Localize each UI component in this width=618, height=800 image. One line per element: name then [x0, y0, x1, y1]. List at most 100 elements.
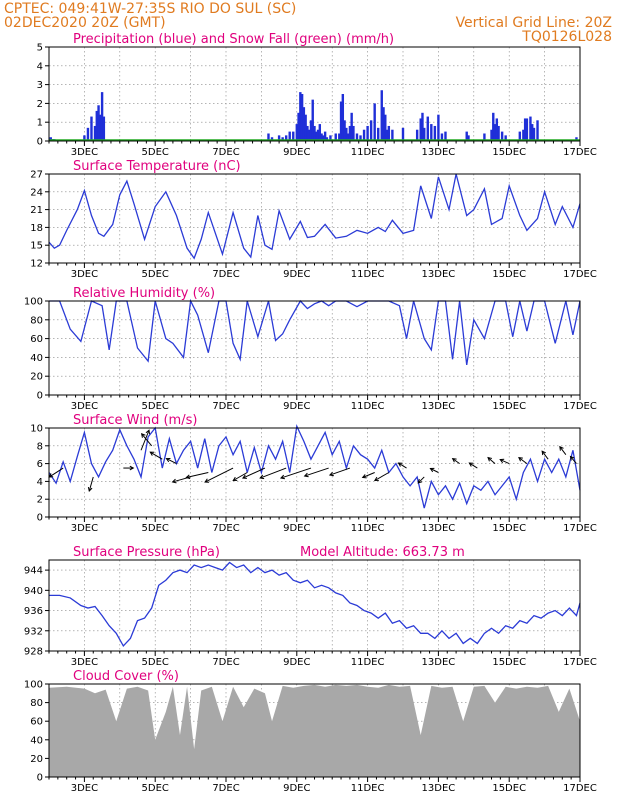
- header-vertical-grid: Vertical Grid Line: 20Z: [456, 15, 612, 31]
- precip-bar: [297, 112, 300, 141]
- wind-line: [48, 424, 581, 509]
- x-tick-label: 13DEC: [422, 401, 456, 412]
- y-tick-label: 0: [37, 391, 43, 402]
- x-tick-label: 9DEC: [283, 269, 310, 280]
- y-tick-label: 60: [30, 334, 43, 345]
- y-tick-label: 18: [30, 223, 43, 234]
- precip-bar: [523, 118, 527, 141]
- wind-vector: [185, 472, 209, 480]
- precip-bar: [495, 118, 499, 141]
- y-tick-label: 2: [37, 99, 43, 110]
- precip-bar: [302, 107, 306, 141]
- y-tick-label: 8: [37, 441, 43, 452]
- x-tick-label: 17DEC: [563, 657, 597, 668]
- precip-bar: [322, 135, 325, 141]
- x-tick-label: 15DEC: [492, 147, 526, 158]
- x-tick-label: 11DEC: [351, 657, 385, 668]
- precip-bar: [325, 137, 329, 141]
- y-tick-label: 4: [37, 61, 43, 72]
- wind-vector: [518, 456, 528, 465]
- precip-bar: [493, 124, 497, 141]
- precip-bar: [385, 129, 389, 141]
- x-tick-label: 15DEC: [492, 783, 526, 794]
- wind-vector: [149, 451, 163, 460]
- precip-bar: [531, 124, 534, 141]
- wind-vector: [451, 457, 460, 465]
- y-tick-label: 940: [24, 586, 43, 597]
- precip-bar: [362, 129, 366, 141]
- y-tick-label: 928: [24, 647, 43, 658]
- x-tick-label: 5DEC: [142, 523, 169, 534]
- y-tick-label: 40: [30, 353, 43, 364]
- x-tick-label: 9DEC: [283, 523, 310, 534]
- precip-bar: [444, 131, 447, 141]
- panel-frame: [48, 300, 581, 396]
- precip-bar: [292, 131, 295, 141]
- wind-vector: [559, 445, 567, 456]
- y-tick-label: 1: [37, 118, 43, 129]
- precip-bar: [267, 133, 270, 141]
- y-tick-label: 15: [30, 241, 43, 252]
- y-tick-label: 5: [37, 43, 43, 54]
- y-tick-label: 2: [37, 495, 43, 506]
- x-tick-label: 3DEC: [71, 401, 98, 412]
- panel-title-temperature: Surface Temperature (nC): [73, 159, 241, 174]
- x-tick-label: 3DEC: [71, 523, 98, 534]
- precip-bar: [518, 131, 522, 141]
- x-tick-label: 15DEC: [492, 657, 526, 668]
- precip-bar: [500, 131, 504, 141]
- x-tick-label: 5DEC: [142, 147, 169, 158]
- wind-vector: [397, 462, 407, 469]
- x-tick-label: 9DEC: [283, 783, 310, 794]
- wind-vector: [48, 467, 64, 478]
- x-tick-label: 17DEC: [563, 523, 597, 534]
- precip-bar: [426, 116, 429, 141]
- x-tick-label: 13DEC: [422, 783, 456, 794]
- cloud-cover-area: [49, 684, 580, 777]
- precip-bar: [465, 131, 468, 141]
- wind-vector: [541, 450, 549, 460]
- header-station: CPTEC: 049:41W-27:35S RIO DO SUL (SC): [4, 1, 296, 17]
- y-tick-label: 3: [37, 80, 43, 91]
- x-tick-label: 7DEC: [212, 269, 239, 280]
- panel-title-wind: Surface Wind (m/s): [73, 413, 197, 428]
- precip-bar: [309, 120, 313, 141]
- x-tick-label: 9DEC: [283, 401, 310, 412]
- x-tick-label: 13DEC: [422, 657, 456, 668]
- precip-bar: [421, 112, 424, 141]
- x-tick-label: 5DEC: [142, 783, 169, 794]
- x-tick-label: 17DEC: [563, 269, 597, 280]
- y-tick-label: 0: [37, 513, 43, 524]
- x-tick-label: 11DEC: [351, 147, 385, 158]
- x-tick-label: 11DEC: [351, 401, 385, 412]
- x-tick-label: 11DEC: [351, 523, 385, 534]
- wind-vector: [569, 455, 577, 464]
- precip-bar: [355, 133, 359, 141]
- y-tick-label: 40: [30, 735, 43, 746]
- x-tick-label: 11DEC: [351, 269, 385, 280]
- precip-bar: [277, 135, 281, 141]
- precip-bar: [307, 129, 311, 141]
- x-tick-label: 15DEC: [492, 523, 526, 534]
- wind-vector: [361, 472, 375, 479]
- precip-bar: [382, 107, 385, 141]
- precip-bar: [350, 112, 353, 141]
- precip-bar: [281, 137, 284, 141]
- precip-bar: [440, 133, 444, 141]
- precip-bar: [90, 116, 93, 141]
- precip-bar: [384, 114, 387, 141]
- y-tick-label: 20: [30, 372, 43, 383]
- precip-bar: [318, 124, 322, 141]
- wind-vector: [123, 465, 135, 471]
- panel-cloud-cover: 0 20 40 60 80 100 3DEC 5DEC 7DEC 9DEC 11DEC 13DEC 15…: [24, 669, 597, 794]
- precip-bar: [313, 125, 316, 141]
- panel-temperature: 12 15 18 21 24 27 3DEC 5DEC 7DEC 9DEC 11DEC 13DEC 15…: [30, 159, 597, 280]
- panel-title-pressure: Surface Pressure (hPa): [73, 545, 220, 560]
- panel-title-humidity: Relative Humidity (%): [73, 286, 215, 301]
- precip-bar: [93, 125, 97, 141]
- y-tick-label: 20: [30, 754, 43, 765]
- wind-vector: [241, 467, 266, 479]
- precip-bar: [359, 135, 362, 141]
- precip-bar: [49, 137, 52, 141]
- x-tick-label: 17DEC: [563, 147, 597, 158]
